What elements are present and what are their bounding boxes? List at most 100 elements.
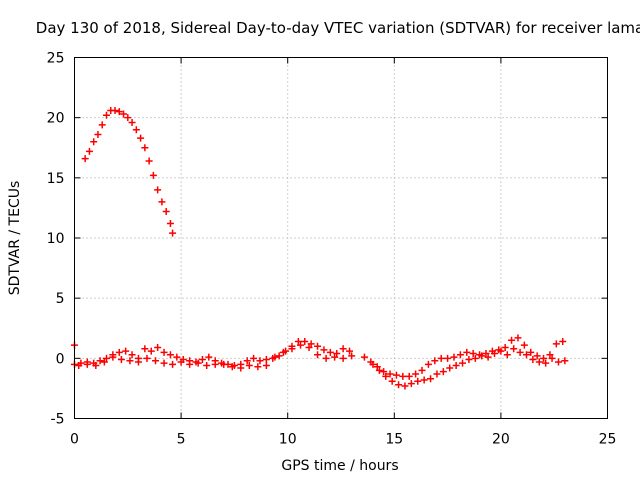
- data-point: [326, 348, 334, 356]
- data-point: [102, 354, 110, 362]
- data-point: [322, 354, 330, 362]
- data-point: [314, 351, 322, 359]
- grid-layer: [74, 57, 608, 419]
- data-point: [154, 186, 162, 194]
- data-point: [420, 376, 428, 384]
- data-point: [399, 372, 407, 380]
- data-point: [520, 341, 528, 349]
- data-point: [484, 353, 492, 361]
- data-point: [433, 370, 441, 378]
- plot-frame: [74, 57, 608, 419]
- data-point: [126, 357, 134, 365]
- data-point: [94, 131, 102, 139]
- data-point: [314, 342, 322, 350]
- data-point: [115, 108, 123, 116]
- data-point: [160, 348, 168, 356]
- data-point: [122, 347, 130, 355]
- data-point: [177, 358, 185, 366]
- data-point: [288, 345, 296, 353]
- data-point: [96, 357, 104, 365]
- data-point: [160, 359, 168, 367]
- data-point: [471, 354, 479, 362]
- data-point: [559, 337, 567, 345]
- data-point: [128, 351, 136, 359]
- data-point: [102, 111, 110, 119]
- data-point: [132, 126, 140, 134]
- data-point: [339, 345, 347, 353]
- data-point: [529, 356, 537, 364]
- data-point: [250, 354, 258, 362]
- data-point: [375, 366, 383, 374]
- data-point: [158, 198, 166, 206]
- data-point: [100, 358, 108, 366]
- data-point: [401, 382, 409, 390]
- x-tick-label: 5: [177, 432, 186, 448]
- data-point: [186, 360, 194, 368]
- data-point: [380, 368, 388, 376]
- data-point: [120, 110, 128, 118]
- data-point: [414, 377, 422, 385]
- data-point: [369, 360, 377, 368]
- data-point: [301, 337, 309, 345]
- data-point: [154, 344, 162, 352]
- data-point: [456, 351, 464, 359]
- data-point: [83, 360, 91, 368]
- data-point: [540, 354, 548, 362]
- data-point: [134, 358, 142, 366]
- y-tick-label: 20: [47, 111, 65, 127]
- data-point: [382, 372, 390, 380]
- data-point: [111, 106, 119, 114]
- data-point: [275, 352, 283, 360]
- data-point: [503, 351, 511, 359]
- data-point: [147, 347, 155, 355]
- data-point: [166, 220, 174, 228]
- data-point: [203, 362, 211, 370]
- data-point: [305, 344, 313, 352]
- data-point: [169, 229, 177, 237]
- data-point: [405, 372, 413, 380]
- x-tick-label: 0: [70, 432, 79, 448]
- data-point: [115, 348, 123, 356]
- data-point: [279, 348, 287, 356]
- y-tick-label: 10: [47, 231, 65, 247]
- data-point: [386, 370, 394, 378]
- data-point: [256, 357, 264, 365]
- data-point: [211, 360, 219, 368]
- data-point: [141, 345, 149, 353]
- data-point: [228, 363, 236, 371]
- data-point: [205, 353, 213, 361]
- chart-title: Day 130 of 2018, Sidereal Day-to-day VTE…: [36, 19, 640, 37]
- x-axis-label: GPS time / hours: [281, 458, 398, 474]
- data-point: [237, 364, 245, 372]
- data-point: [465, 356, 473, 364]
- data-point: [128, 118, 136, 126]
- y-tick-label: 25: [47, 51, 65, 67]
- data-point: [444, 354, 452, 362]
- data-point: [446, 364, 454, 372]
- data-series-4: [360, 334, 567, 380]
- data-point: [254, 363, 262, 371]
- data-point: [508, 336, 516, 344]
- data-point: [535, 358, 543, 366]
- data-point: [307, 340, 315, 348]
- data-point: [90, 138, 98, 146]
- x-tick-label: 20: [492, 432, 510, 448]
- data-point: [141, 144, 149, 152]
- data-point: [143, 354, 151, 362]
- data-point: [92, 362, 100, 370]
- data-point: [348, 352, 356, 360]
- data-point: [81, 155, 89, 163]
- data-point: [548, 354, 556, 362]
- data-point: [124, 114, 132, 122]
- tick-layer: 0 5 10 15 20 25 -5 0 5 10 15 20 25: [47, 51, 617, 448]
- data-point: [418, 366, 426, 374]
- data-point: [333, 350, 341, 358]
- y-tick-label: 15: [47, 171, 65, 187]
- data-point: [469, 350, 477, 358]
- data-point: [243, 357, 251, 365]
- data-point: [522, 351, 530, 359]
- y-tick-label: 5: [56, 291, 65, 307]
- data-point: [109, 353, 117, 361]
- data-point: [173, 353, 181, 361]
